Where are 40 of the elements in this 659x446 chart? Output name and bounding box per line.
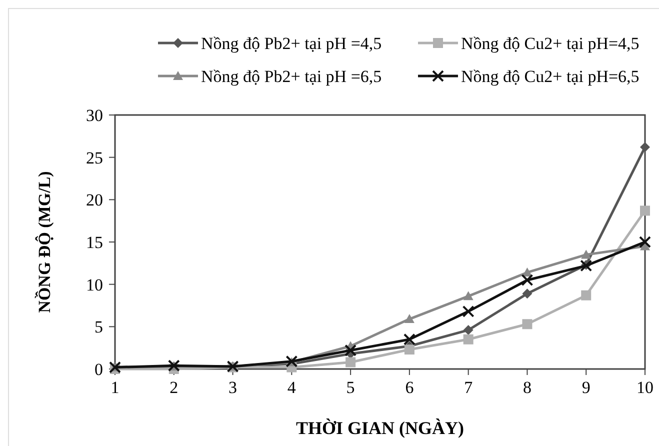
legend-label: Nồng độ Cu2+ tại pH=6,5: [461, 67, 640, 86]
point: [462, 305, 474, 318]
y-tick-label: 0: [94, 360, 103, 379]
point: [640, 142, 650, 152]
legend-label: Nồng độ Pb2+ tại pH =6,5: [201, 67, 382, 86]
point: [344, 344, 357, 356]
point: [463, 325, 474, 336]
y-tick-label: 10: [86, 275, 103, 294]
y-tick-label: 5: [94, 318, 103, 337]
point: [463, 334, 474, 344]
y-tick-label: 15: [86, 233, 103, 252]
point: [522, 288, 532, 299]
x-tick-label: 2: [170, 378, 178, 397]
x-axis-title: THỜI GIAN (NGÀY): [296, 418, 464, 438]
x-tick-label: 7: [464, 378, 474, 397]
x-tick-label: 8: [522, 378, 532, 397]
point: [346, 357, 356, 368]
x-tick-label: 4: [287, 378, 296, 397]
x-tick-label: 6: [405, 378, 414, 397]
legend-label: Nồng độ Cu2+ tại pH=4,5: [461, 34, 640, 53]
y-tick-label: 30: [86, 106, 103, 125]
x-tick-label: 9: [582, 378, 590, 397]
point: [639, 236, 651, 248]
point: [403, 333, 416, 346]
y-tick-label: 20: [86, 190, 103, 210]
point: [404, 314, 414, 324]
y-axis-title: NỒNG ĐỘ (MG/L): [34, 171, 54, 313]
x-tick-label: 1: [110, 378, 120, 397]
x-tick-label: 3: [228, 378, 238, 397]
point: [404, 344, 414, 355]
point: [640, 206, 650, 216]
legend-label: Nồng độ Pb2+ tại pH =4,5: [201, 34, 382, 53]
point: [522, 319, 532, 330]
point: [581, 250, 592, 259]
point: [581, 290, 592, 300]
y-tick-label: 25: [86, 148, 103, 168]
point: [463, 291, 474, 300]
x-tick-label: 5: [346, 378, 355, 397]
point: [521, 274, 534, 286]
x-tick-label: 10: [636, 378, 654, 397]
